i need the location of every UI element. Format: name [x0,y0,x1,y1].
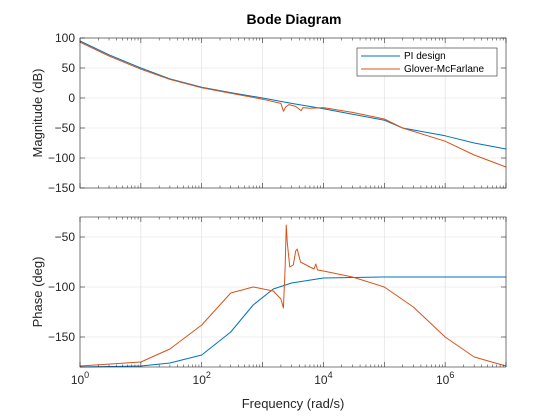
legend-box [356,47,498,77]
phase-line-glover-mcfarlane [79,224,507,367]
y-tick-label: −100 [48,151,75,165]
legend-label-pi-design: PI design [404,51,446,62]
y-tick-label: −150 [48,330,75,344]
y-tick-label: 50 [62,61,76,75]
x-tick-label: 104 [314,370,332,387]
legend: PI design Glover-McFarlane [356,47,498,77]
magnitude-ylabel: Magnitude (dB) [30,69,45,158]
magnitude-line-glover-mcfarlane [79,41,507,168]
y-tick-label: −50 [55,230,76,244]
y-tick-label: −100 [48,280,75,294]
x-axis-label: Frequency (rad/s) [242,396,345,411]
phase-axes-box [79,216,507,368]
x-tick-label: 100 [71,370,89,387]
magnitude-axes-box [79,37,507,189]
x-tick-label: 102 [193,370,211,387]
y-tick-label: −150 [48,181,75,195]
legend-label-glover-mcfarlane: Glover-McFarlane [404,64,484,75]
phase-line-pi-design [79,276,506,368]
y-tick-label: 100 [55,31,75,45]
magnitude-line-pi-design [79,40,507,150]
phase-plot-area [80,217,506,367]
chart-title: Bode Diagram [247,11,342,27]
phase-axes: −50 −100 −150 100 102 104 106 Phase (deg) [30,216,507,387]
x-tick-label: 106 [436,370,454,387]
y-tick-label: −50 [55,121,76,135]
y-tick-label: 0 [68,91,75,105]
phase-ylabel: Phase (deg) [30,257,45,328]
